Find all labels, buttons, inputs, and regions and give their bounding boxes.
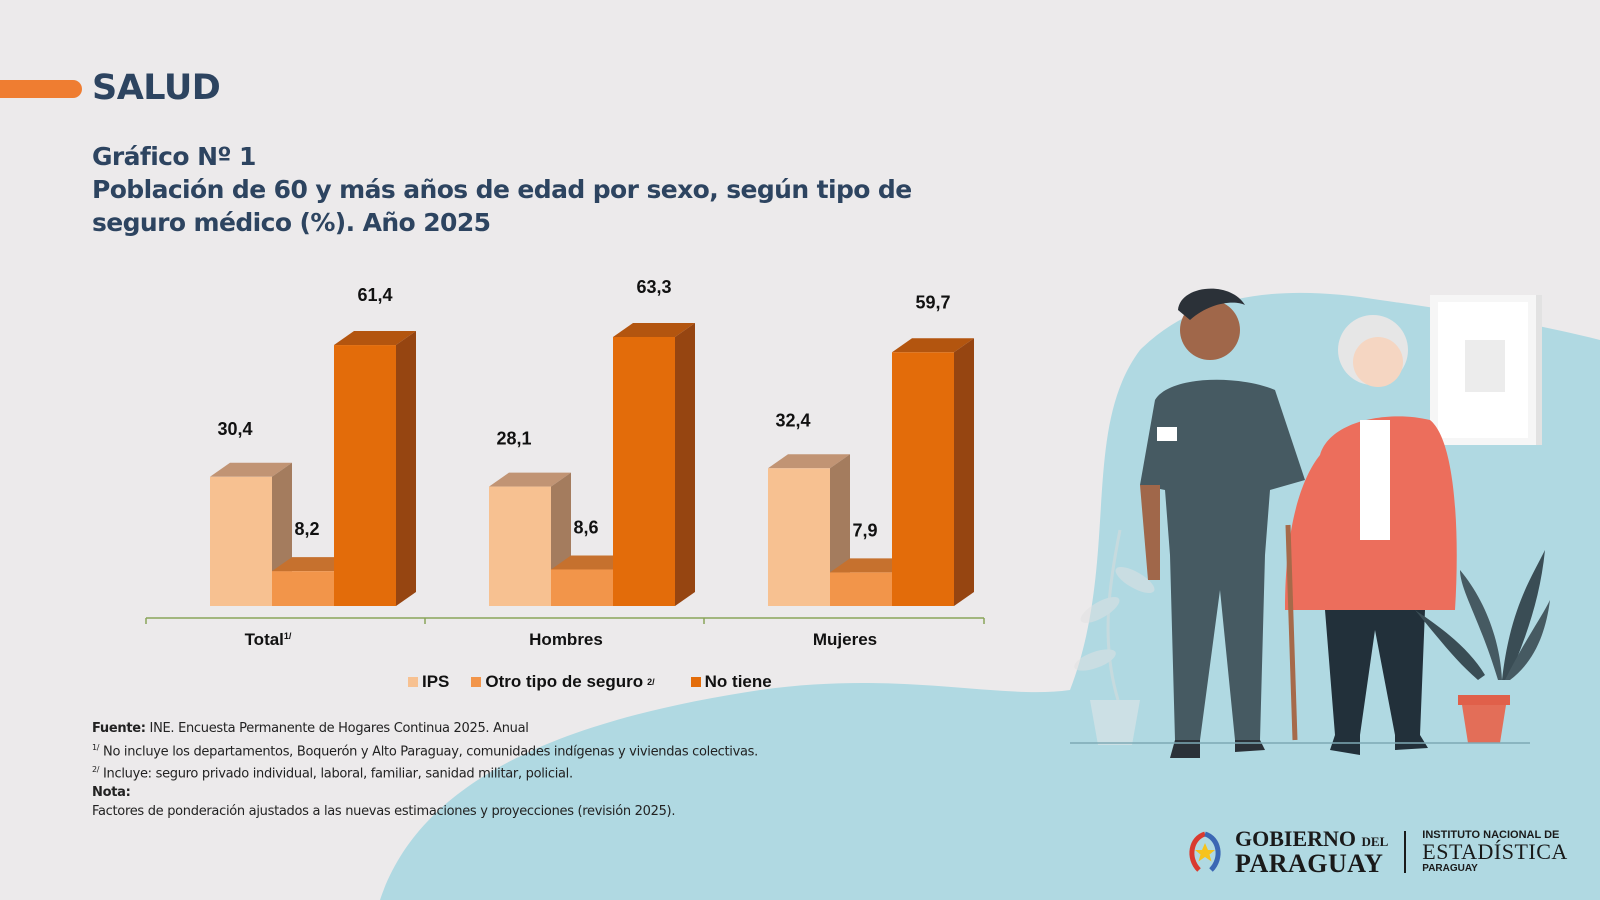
bar-ips <box>489 486 551 606</box>
footnote-1-sup: 1/ <box>92 742 100 752</box>
bar-otro-tipo-de-seguro <box>551 569 613 606</box>
section-accent-bar <box>0 80 82 98</box>
data-label: 28,1 <box>496 429 531 449</box>
logo-separator <box>1404 830 1407 873</box>
data-label: 8,6 <box>573 517 598 537</box>
bar-top-no-tiene <box>613 322 695 337</box>
legend-label-ips: IPS <box>422 672 450 691</box>
source-note: Fuente: INE. Encuesta Permanente de Hoga… <box>92 720 758 739</box>
bar-ips <box>768 468 830 606</box>
chart-title-line2: seguro médico (%). Año 2025 <box>92 208 491 237</box>
bar-side-no-tiene <box>396 331 416 606</box>
bar-top-ips <box>210 462 292 477</box>
gob-line1: GOBIERNO <box>1235 826 1357 851</box>
gobierno-text: GOBIERNO DEL PARAGUAY <box>1235 826 1389 878</box>
legend-swatch-ips <box>408 677 418 687</box>
government-logo: GOBIERNO DEL PARAGUAY INSTITUTO NACIONAL… <box>1183 826 1568 878</box>
footnote-2-text: Incluye: seguro privado individual, labo… <box>99 766 573 782</box>
bar-top-ips <box>489 472 571 487</box>
bar-chart: 30,4 8,2 61,4 Total1/28,1 8,6 63,3 Hombres 32,4… <box>145 277 985 649</box>
bar-side-no-tiene <box>954 338 974 606</box>
elderly-woman-figure <box>1285 315 1457 755</box>
bar-otro-tipo-de-seguro <box>272 571 334 606</box>
nota-text: Factores de ponderación ajustados a las … <box>92 803 676 819</box>
chart-title-line1: Población de 60 y más años de edad por s… <box>92 175 912 204</box>
legend-label-no-tiene: No tiene <box>704 672 772 691</box>
potted-plant-icon <box>1415 550 1550 743</box>
chart-legend: IPS Otro tipo de seguro 2/ No tiene <box>408 672 772 692</box>
coat-of-arms-icon <box>1189 831 1221 872</box>
legend-label-otro: Otro tipo de seguro <box>485 672 644 691</box>
bar-side-no-tiene <box>675 322 695 606</box>
footnote-2-sup: 2/ <box>92 765 100 775</box>
bar-top-otro-tipo-de-seguro <box>551 555 633 570</box>
bar-otro-tipo-de-seguro <box>830 572 892 606</box>
gob-line2: PARAGUAY <box>1235 849 1384 878</box>
picture-frame-icon <box>1430 295 1542 445</box>
legend-item-otro: Otro tipo de seguro 2/ <box>471 672 655 692</box>
ine-logo: INSTITUTO NACIONAL DE ESTADÍSTICA PARAGU… <box>1422 829 1568 874</box>
ine-line2: ESTADÍSTICA <box>1422 839 1568 864</box>
source-label: Fuente: <box>92 721 146 736</box>
faded-plant-icon <box>1074 529 1155 745</box>
data-label: 7,9 <box>852 520 877 540</box>
data-label: 30,4 <box>217 419 252 439</box>
nota-label-text: Nota: <box>92 785 131 801</box>
x-tick-label: Total1/ <box>245 630 292 649</box>
data-label: 59,7 <box>915 292 950 312</box>
chart-number: Gráfico Nº 1 <box>92 142 256 171</box>
bar-top-otro-tipo-de-seguro <box>830 558 912 573</box>
section-title: SALUD <box>92 68 221 108</box>
bar-ips <box>210 476 272 606</box>
bar-top-no-tiene <box>892 338 974 353</box>
footnote-2: 2/ Incluye: seguro privado individual, l… <box>92 761 758 784</box>
bar-top-no-tiene <box>334 331 416 346</box>
legend-item-ips: IPS <box>408 672 449 692</box>
x-tick-label: Mujeres <box>813 630 877 649</box>
data-label: 63,3 <box>636 277 671 297</box>
chart-title: Gráfico Nº 1 Población de 60 y más años … <box>92 140 972 239</box>
bar-no-tiene <box>613 336 675 606</box>
footnote-1-text: No incluye los departamentos, Boquerón y… <box>99 743 758 759</box>
x-tick-label: Hombres <box>529 630 603 649</box>
source-text: INE. Encuesta Permanente de Hogares Cont… <box>145 721 529 736</box>
nota-label: Nota: <box>92 784 758 803</box>
caregiver-illustration <box>1070 288 1550 758</box>
data-label: 61,4 <box>357 285 392 305</box>
bar-no-tiene <box>892 352 954 606</box>
bar-no-tiene <box>334 345 396 606</box>
legend-item-no-tiene: No tiene <box>690 672 772 692</box>
footnote-1: 1/ No incluye los departamentos, Boqueró… <box>92 739 758 762</box>
gob-del: DEL <box>1361 834 1389 849</box>
legend-swatch-otro <box>471 677 482 687</box>
ine-line1: INSTITUTO NACIONAL DE <box>1422 829 1560 841</box>
bar-top-ips <box>768 454 850 469</box>
data-label: 32,4 <box>775 410 810 430</box>
bar-top-otro-tipo-de-seguro <box>272 557 354 572</box>
chart-notes: Fuente: INE. Encuesta Permanente de Hoga… <box>92 720 758 821</box>
caregiver-figure <box>1140 288 1305 758</box>
legend-sup-otro: 2/ <box>647 677 655 687</box>
data-label: 8,2 <box>294 519 319 539</box>
ine-line3: PARAGUAY <box>1422 863 1478 874</box>
legend-swatch-no-tiene <box>690 677 701 687</box>
